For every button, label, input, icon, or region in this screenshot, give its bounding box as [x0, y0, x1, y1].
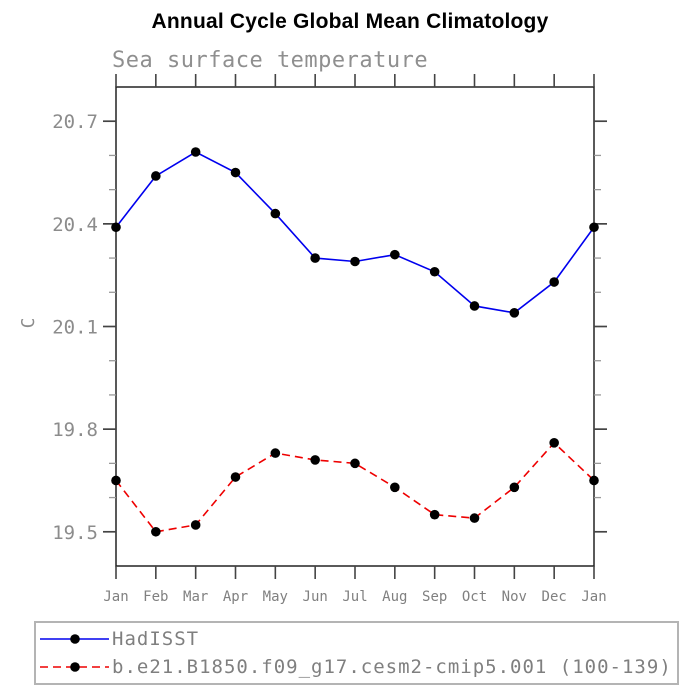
- legend-key-dashed-line-icon: [40, 662, 109, 672]
- data-point-hadisst: [350, 256, 360, 267]
- chart-subtitle: Sea surface temperature: [112, 48, 429, 73]
- data-point-model: [549, 438, 559, 448]
- data-point-hadisst: [190, 147, 201, 157]
- legend-key-solid-line-icon: [40, 634, 109, 644]
- plot-frame: [115, 86, 595, 567]
- data-point-hadisst: [469, 301, 480, 311]
- data-point-hadisst: [589, 222, 599, 233]
- x-tick-label: Feb: [143, 589, 168, 605]
- legend-box: HadISST b.e21.B1850.f09_g17.cesm2-cmip5.…: [34, 621, 679, 685]
- legend-item-hadisst: HadISST: [38, 625, 677, 653]
- y-tick-label: 19.8: [52, 419, 98, 441]
- legend-label-hadisst: HadISST: [112, 628, 200, 650]
- x-tick-label: Apr: [223, 589, 248, 605]
- data-point-hadisst: [509, 308, 520, 318]
- legend-label-model: b.e21.B1850.f09_g17.cesm2-cmip5.001 (100…: [112, 656, 672, 678]
- data-point-hadisst: [390, 249, 400, 260]
- data-point-model: [190, 520, 201, 530]
- x-tick-label: Mar: [183, 589, 208, 605]
- data-point-hadisst: [111, 222, 121, 233]
- legend-marker-dot-icon: [70, 662, 80, 672]
- y-tick-label: 20.1: [52, 317, 98, 339]
- data-point-model: [151, 526, 161, 537]
- data-point-model: [350, 458, 360, 469]
- x-tick-label: Jun: [303, 589, 328, 605]
- data-point-model: [469, 513, 480, 523]
- data-point-model: [230, 472, 241, 482]
- data-point-hadisst: [230, 167, 241, 178]
- data-point-model: [429, 509, 440, 520]
- data-point-model: [111, 475, 121, 486]
- data-point-model: [310, 455, 320, 465]
- legend-marker-dot-icon: [70, 634, 80, 644]
- series-line-hadisst: [115, 151, 595, 314]
- x-tick-label: Sep: [422, 589, 447, 605]
- x-tick-label: Jan: [103, 589, 128, 605]
- chart-title: Annual Cycle Global Mean Climatology: [151, 10, 549, 33]
- y-tick-label: 20.4: [52, 214, 98, 236]
- data-point-hadisst: [310, 253, 320, 263]
- data-point-hadisst: [270, 208, 281, 219]
- data-point-model: [509, 482, 520, 493]
- series-line-model: [115, 441, 595, 533]
- y-tick-label: 20.7: [52, 111, 98, 133]
- data-point-hadisst: [151, 171, 161, 181]
- x-tick-label: Nov: [502, 589, 527, 605]
- legend-item-model: b.e21.B1850.f09_g17.cesm2-cmip5.001 (100…: [38, 653, 677, 681]
- data-point-hadisst: [429, 266, 440, 277]
- x-tick-label: Jul: [342, 589, 367, 605]
- data-point-hadisst: [549, 277, 559, 287]
- x-tick-label: Jan: [581, 589, 606, 605]
- x-tick-label: May: [263, 589, 288, 605]
- data-point-model: [390, 482, 400, 493]
- data-point-model: [270, 448, 281, 458]
- data-point-model: [589, 475, 599, 486]
- x-tick-label: Oct: [462, 589, 487, 605]
- x-tick-label: Aug: [382, 589, 407, 605]
- x-tick-label: Dec: [542, 589, 567, 605]
- y-tick-label: 19.5: [52, 522, 98, 544]
